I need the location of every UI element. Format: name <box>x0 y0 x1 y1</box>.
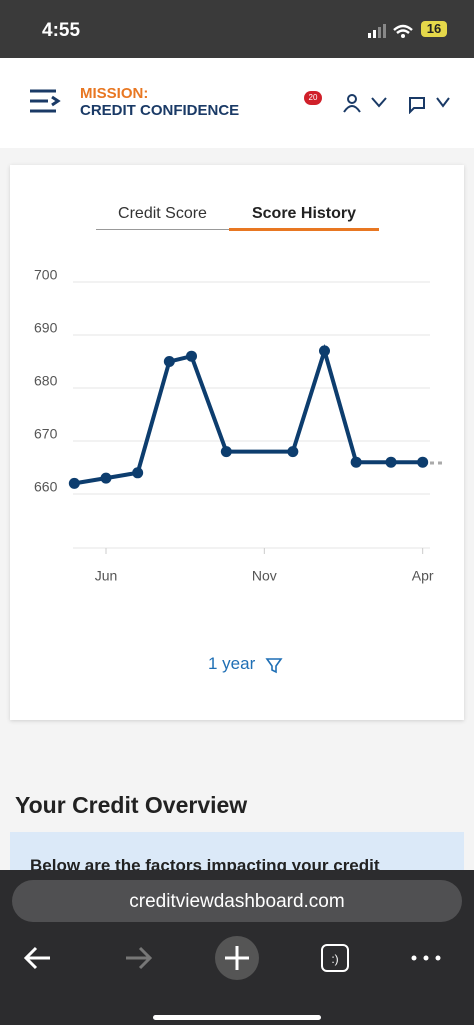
tab[interactable]: Credit Score <box>118 205 207 222</box>
brand-line1: MISSION: <box>80 85 149 102</box>
y-tick-label: 700 <box>34 267 58 283</box>
url-bar[interactable]: creditviewdashboard.com <box>12 880 462 922</box>
app-header: MISSION: CREDIT CONFIDENCE 20 <box>0 58 474 148</box>
tab-underline-active <box>229 228 379 231</box>
data-point <box>163 356 175 367</box>
data-point <box>100 472 112 484</box>
score-line <box>74 343 423 486</box>
card: Credit Score Score History 1 year <box>10 165 464 720</box>
chart: 660 670 680 690 700 Jun Nov Apr <box>34 267 446 584</box>
browser-bar: creditviewdashboard.com :) <box>0 870 474 1025</box>
y-tick-label: 690 <box>34 320 58 336</box>
filter-icon[interactable] <box>265 656 283 674</box>
status-icons <box>368 24 413 38</box>
menu-button[interactable] <box>28 88 62 116</box>
battery: 16 <box>421 21 447 37</box>
data-point <box>220 446 232 458</box>
data-point <box>417 456 429 468</box>
data-point <box>319 345 330 357</box>
status-bar: 4:55 16 <box>0 0 474 58</box>
data-point <box>287 446 299 458</box>
data-point <box>350 456 362 468</box>
time: 4:55 <box>42 20 81 41</box>
url: creditviewdashboard.com <box>129 891 345 912</box>
section-title: Your Credit Overview <box>15 792 248 818</box>
tab-underline <box>96 229 229 230</box>
x-tick-label: Nov <box>252 568 277 584</box>
data-point <box>385 456 397 468</box>
header-icons <box>343 94 450 114</box>
svg-text::): :) <box>331 952 338 966</box>
y-tick-label: 670 <box>34 426 58 442</box>
browser-controls: :) <box>23 936 441 1020</box>
data-point <box>186 350 197 362</box>
y-tick-label: 660 <box>34 479 58 495</box>
range-filter[interactable]: 1 year <box>208 654 256 673</box>
notification-badge[interactable]: 20 <box>304 91 322 105</box>
x-tick-label: Apr <box>412 568 434 584</box>
brand-line2: CREDIT CONFIDENCE <box>80 102 240 119</box>
data-point <box>132 467 144 479</box>
tab-active[interactable]: Score History <box>251 205 357 222</box>
x-tick-label: Jun <box>95 568 118 584</box>
data-point <box>68 477 80 489</box>
y-tick-label: 680 <box>34 373 58 389</box>
